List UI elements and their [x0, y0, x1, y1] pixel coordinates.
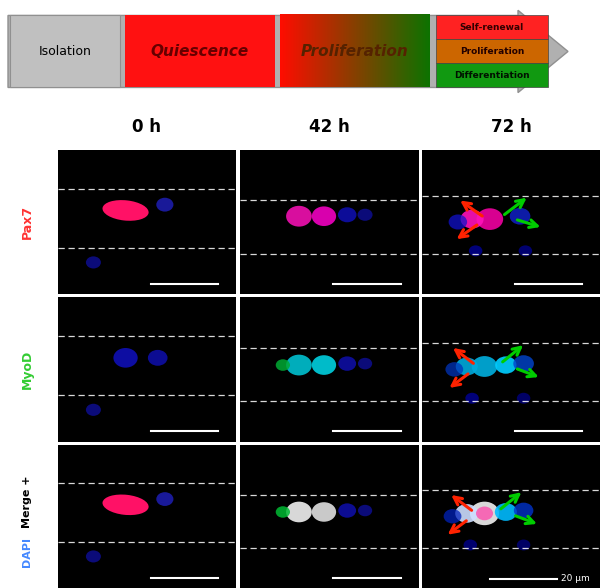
Bar — [436, 15, 548, 39]
Circle shape — [510, 208, 530, 225]
Text: Proliferation: Proliferation — [301, 44, 409, 59]
Circle shape — [514, 503, 533, 519]
Circle shape — [495, 503, 517, 521]
Circle shape — [518, 245, 532, 256]
Text: 20 μm: 20 μm — [561, 574, 590, 583]
Circle shape — [338, 356, 356, 371]
Circle shape — [464, 540, 477, 550]
Text: Pax7: Pax7 — [20, 205, 34, 239]
Circle shape — [86, 404, 101, 416]
Text: 42 h: 42 h — [309, 118, 350, 136]
Circle shape — [517, 540, 530, 550]
Ellipse shape — [103, 495, 149, 515]
Circle shape — [455, 504, 478, 523]
Circle shape — [276, 506, 290, 517]
Circle shape — [472, 356, 497, 377]
Circle shape — [312, 355, 336, 375]
Text: Isolation: Isolation — [38, 45, 91, 58]
Circle shape — [286, 206, 312, 226]
Circle shape — [470, 502, 499, 525]
Circle shape — [148, 350, 167, 366]
Text: Self-renewal: Self-renewal — [460, 23, 524, 32]
Text: MyoD: MyoD — [20, 350, 34, 389]
Bar — [10, 15, 120, 88]
Circle shape — [445, 362, 463, 376]
Text: Proliferation: Proliferation — [460, 47, 524, 56]
Circle shape — [517, 393, 530, 404]
Bar — [125, 15, 275, 88]
Circle shape — [358, 505, 372, 516]
Circle shape — [476, 506, 493, 520]
Circle shape — [358, 358, 372, 369]
Circle shape — [443, 509, 461, 523]
FancyArrow shape — [8, 10, 568, 93]
Circle shape — [86, 256, 101, 269]
Circle shape — [338, 207, 356, 222]
Circle shape — [456, 358, 478, 376]
Circle shape — [286, 502, 312, 522]
Circle shape — [338, 503, 356, 517]
Circle shape — [156, 198, 173, 212]
Circle shape — [513, 355, 534, 372]
Text: 72 h: 72 h — [491, 118, 532, 136]
Text: Quiescence: Quiescence — [151, 44, 249, 59]
Text: 0 h: 0 h — [133, 118, 161, 136]
Circle shape — [156, 492, 173, 506]
Ellipse shape — [103, 200, 149, 220]
Text: DAPI: DAPI — [22, 537, 32, 567]
Circle shape — [449, 215, 467, 229]
Circle shape — [358, 209, 373, 221]
Circle shape — [495, 356, 517, 374]
Text: Merge +: Merge + — [22, 476, 32, 528]
Bar — [436, 39, 548, 64]
Circle shape — [312, 206, 336, 226]
Circle shape — [469, 245, 482, 256]
Circle shape — [113, 348, 138, 368]
Circle shape — [312, 502, 336, 522]
Text: Differentiation: Differentiation — [454, 71, 530, 80]
Circle shape — [286, 355, 312, 376]
Bar — [436, 64, 548, 88]
Circle shape — [476, 208, 503, 230]
Circle shape — [461, 210, 484, 229]
Circle shape — [276, 359, 290, 371]
Circle shape — [86, 550, 101, 563]
Circle shape — [466, 393, 479, 404]
